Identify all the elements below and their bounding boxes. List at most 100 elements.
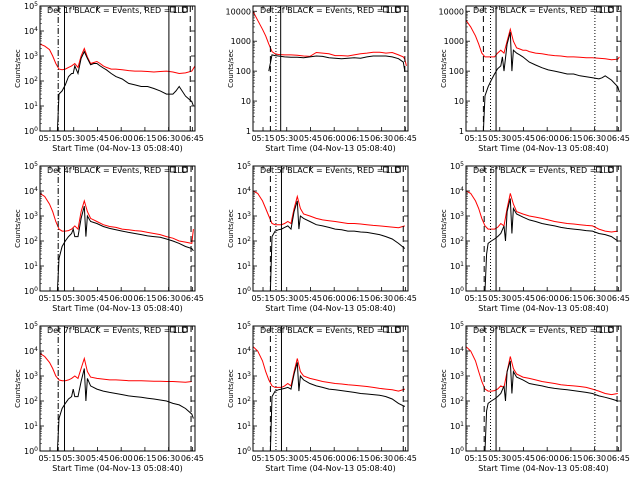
panel-title: Det 2f BLACK = Events, RED = LLD bbox=[260, 6, 401, 15]
y-tick-label: 100 bbox=[237, 446, 251, 457]
x-tick-label: 06:00 bbox=[536, 294, 559, 303]
y-tick-label: 100 bbox=[24, 446, 38, 457]
panel-det-4: Det 4f BLACK = Events, RED = LLD 100 101 10… bbox=[14, 161, 204, 314]
marker-box bbox=[383, 326, 389, 333]
x-tick-label: 06:45 bbox=[607, 454, 630, 463]
marker-box bbox=[607, 6, 614, 13]
panel-det-6: Det 6f BLACK = Events, RED = LLD 100 101 10… bbox=[440, 161, 630, 314]
x-tick-label: 06:15 bbox=[346, 134, 369, 143]
y-tick-label: 10 bbox=[241, 97, 251, 106]
marker-box bbox=[607, 326, 614, 333]
marker-box bbox=[394, 326, 401, 333]
plot-frame bbox=[39, 165, 196, 292]
y-tick-label: 104 bbox=[450, 346, 464, 357]
y-tick-label: 1 bbox=[246, 127, 251, 136]
y-tick-label: 10000 bbox=[226, 7, 251, 16]
y-tick-label: 103 bbox=[237, 211, 251, 222]
marker-box bbox=[170, 166, 176, 173]
x-tick-label: 06:15 bbox=[133, 134, 156, 143]
x-tick-label: 06:15 bbox=[346, 294, 369, 303]
y-tick-label: 100 bbox=[450, 446, 464, 457]
lld-series-line bbox=[40, 352, 192, 383]
plot-frame bbox=[39, 325, 196, 452]
x-tick-label: 05:15 bbox=[38, 454, 61, 463]
x-tick-label: 05:30 bbox=[62, 454, 85, 463]
y-tick-label: 102 bbox=[237, 236, 251, 247]
panel-title: Det 8f BLACK = Events, RED = LLD bbox=[260, 326, 401, 335]
y-axis-label: Counts/sec bbox=[227, 209, 235, 248]
marker-box bbox=[596, 166, 602, 173]
y-tick-label: 105 bbox=[450, 161, 464, 172]
y-tick-label: 10000 bbox=[439, 7, 464, 16]
x-tick-label: 06:45 bbox=[394, 294, 417, 303]
y-tick-label: 100 bbox=[237, 286, 251, 297]
panel-det-7: Det 7f BLACK = Events, RED = LLD 100 101 10… bbox=[14, 321, 204, 474]
marker-box bbox=[170, 6, 176, 13]
lld-series-line bbox=[253, 346, 405, 392]
x-axis-label: Start Time (04-Nov-13 05:08:40) bbox=[478, 144, 608, 153]
lld-series-line bbox=[253, 190, 405, 229]
x-tick-label: 06:00 bbox=[536, 134, 559, 143]
x-tick-label: 05:45 bbox=[512, 294, 535, 303]
panel-det-2: Det 2f BLACK = Events, RED = LLD 1 10 100 10… bbox=[226, 5, 417, 153]
panel-title: Det 5f BLACK = Events, RED = LLD bbox=[260, 166, 401, 175]
y-tick-label: 100 bbox=[449, 67, 464, 76]
x-tick-label: 05:15 bbox=[251, 294, 274, 303]
x-tick-label: 05:45 bbox=[512, 134, 535, 143]
x-axis-label: Start Time (04-Nov-13 05:08:40) bbox=[52, 464, 182, 473]
y-tick-label: 104 bbox=[450, 186, 464, 197]
marker-box bbox=[394, 166, 401, 173]
y-tick-label: 105 bbox=[24, 161, 38, 172]
x-tick-label: 05:30 bbox=[488, 454, 511, 463]
x-tick-label: 05:45 bbox=[86, 294, 109, 303]
y-axis-label: Counts/sec bbox=[440, 49, 448, 88]
x-tick-label: 05:15 bbox=[464, 134, 487, 143]
y-axis-label: Counts/sec bbox=[440, 369, 448, 408]
y-tick-label: 104 bbox=[237, 186, 251, 197]
x-tick-label: 05:45 bbox=[299, 294, 322, 303]
x-tick-label: 06:30 bbox=[583, 294, 606, 303]
x-axis-label: Start Time (04-Nov-13 05:08:40) bbox=[265, 144, 395, 153]
y-axis-label: Counts/sec bbox=[227, 369, 235, 408]
lld-series-line bbox=[466, 346, 618, 396]
events-series-line bbox=[269, 362, 406, 451]
panel-title: Det 4f BLACK = Events, RED = LLD bbox=[47, 166, 188, 175]
x-tick-label: 06:00 bbox=[323, 134, 346, 143]
plot-frame bbox=[252, 5, 409, 132]
y-tick-label: 10 bbox=[454, 97, 464, 106]
x-tick-label: 05:30 bbox=[275, 134, 298, 143]
y-tick-label: 105 bbox=[237, 321, 251, 332]
x-axis-label: Start Time (04-Nov-13 05:08:40) bbox=[265, 464, 395, 473]
x-tick-label: 06:45 bbox=[607, 134, 630, 143]
x-tick-label: 06:00 bbox=[110, 454, 133, 463]
x-tick-label: 05:30 bbox=[488, 134, 511, 143]
x-axis-label: Start Time (04-Nov-13 05:08:40) bbox=[478, 304, 608, 313]
y-tick-label: 103 bbox=[24, 371, 38, 382]
x-tick-label: 05:15 bbox=[464, 454, 487, 463]
y-tick-label: 104 bbox=[24, 186, 38, 197]
x-tick-label: 06:00 bbox=[110, 134, 133, 143]
marker-box bbox=[607, 166, 614, 173]
x-axis-label: Start Time (04-Nov-13 05:08:40) bbox=[478, 464, 608, 473]
x-tick-label: 05:15 bbox=[251, 134, 274, 143]
panel-det-9: Det 9f BLACK = Events, RED = LLD 100 101 10… bbox=[440, 321, 630, 474]
panel-title: Det 7f BLACK = Events, RED = LLD bbox=[47, 326, 188, 335]
x-tick-label: 05:45 bbox=[299, 134, 322, 143]
y-tick-label: 101 bbox=[237, 421, 251, 432]
y-tick-label: 104 bbox=[237, 346, 251, 357]
y-tick-label: 103 bbox=[237, 371, 251, 382]
x-tick-label: 06:30 bbox=[583, 454, 606, 463]
events-series-line bbox=[269, 200, 406, 291]
panel-det-1: Det 1f BLACK = Events, RED = LLD 100 101 10… bbox=[14, 1, 204, 154]
x-tick-label: 06:15 bbox=[346, 454, 369, 463]
panel-det-3: Det 3f BLACK = Events, RED = LLD 1 10 100 10… bbox=[439, 5, 630, 153]
y-tick-label: 105 bbox=[237, 161, 251, 172]
x-tick-label: 05:15 bbox=[38, 134, 61, 143]
panel-det-8: Det 8f BLACK = Events, RED = LLD 100 101 10… bbox=[227, 321, 417, 474]
events-series-line bbox=[268, 54, 406, 72]
x-tick-label: 06:15 bbox=[559, 294, 582, 303]
x-tick-label: 05:45 bbox=[512, 454, 535, 463]
plot-frame bbox=[252, 325, 409, 452]
